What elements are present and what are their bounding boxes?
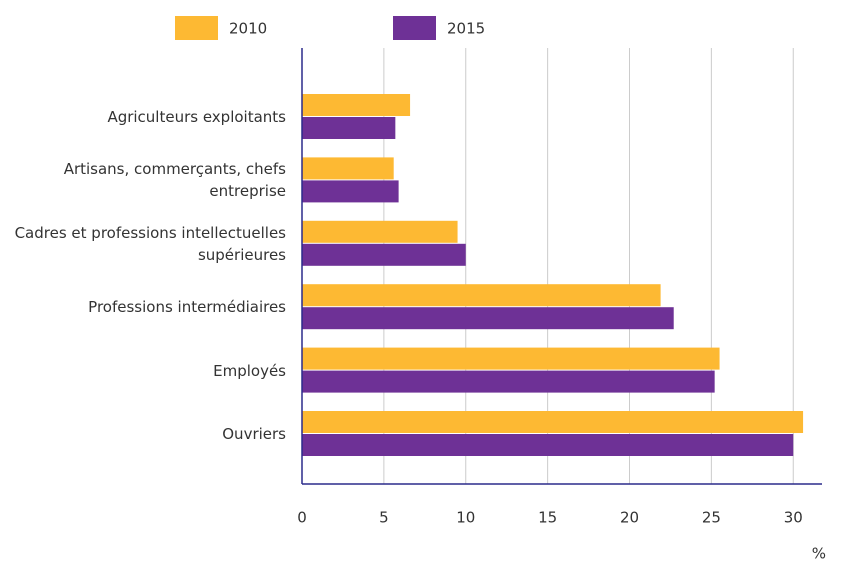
bar <box>302 347 720 370</box>
bar <box>302 370 715 393</box>
x-tick-label: 25 <box>702 509 721 527</box>
bar <box>302 180 399 203</box>
bar <box>302 157 394 180</box>
bar <box>302 434 794 456</box>
legend-label: 2010 <box>229 20 267 38</box>
bar <box>302 94 411 116</box>
bar <box>302 243 466 266</box>
y-tick-label: Artisans, commerçants, chefs entreprise <box>63 160 286 201</box>
x-tick-label: 20 <box>620 509 639 527</box>
bar <box>302 307 674 330</box>
x-tick-label: 15 <box>538 509 557 527</box>
y-tick-label: Agriculteurs exploitants <box>107 108 286 126</box>
legend-label: 2015 <box>447 20 485 38</box>
y-tick-label: Ouvriers <box>222 425 286 443</box>
x-tick-label: 30 <box>784 509 803 527</box>
bar <box>302 220 458 243</box>
y-tick-label: Professions intermédiaires <box>88 298 286 317</box>
legend-swatch <box>175 16 218 40</box>
y-tick-label: Cadres et professions intellectuelles su… <box>14 223 286 264</box>
y-tick-label: Employés <box>213 361 286 380</box>
bar <box>302 411 804 433</box>
bar <box>302 117 396 139</box>
x-axis-label: % <box>812 545 826 563</box>
x-tick-label: 0 <box>297 509 307 527</box>
bar <box>302 284 661 307</box>
legend-swatch <box>393 16 436 40</box>
x-tick-label: 10 <box>456 509 475 527</box>
x-tick-label: 5 <box>379 509 389 527</box>
